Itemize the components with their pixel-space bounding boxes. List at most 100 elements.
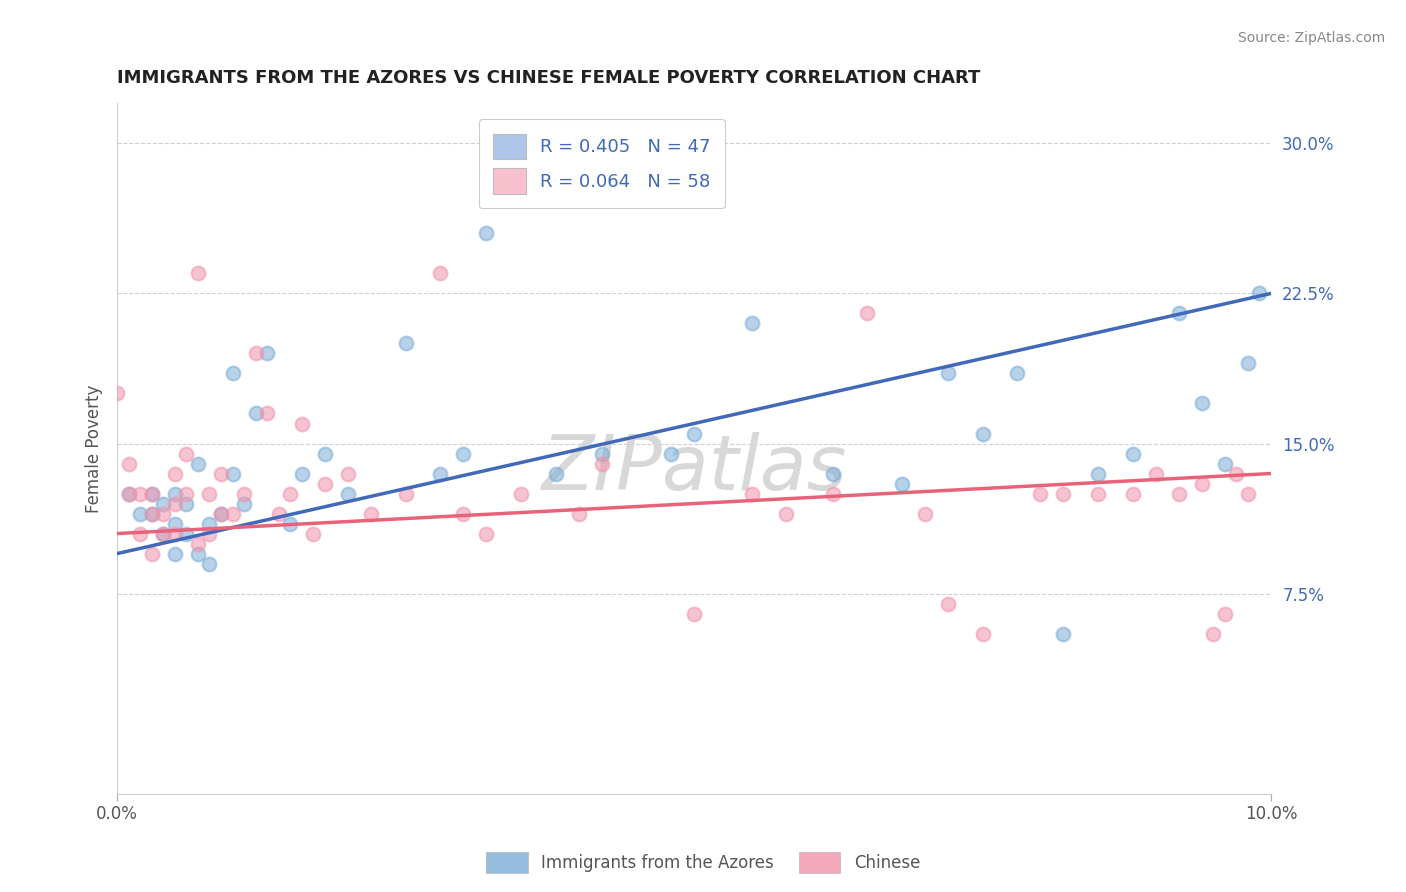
Point (176, 526, 198, 541)
Point (741, 317, 763, 331)
Point (152, 507, 174, 521)
Point (510, 486, 533, 500)
Point (141, 486, 163, 500)
Point (256, 346, 278, 360)
Point (187, 267, 209, 281)
Point (129, 526, 152, 541)
Point (209, 467, 232, 481)
Point (291, 467, 314, 481)
Point (221, 507, 243, 521)
Point (291, 417, 314, 431)
Point (429, 467, 451, 481)
Point (821, 486, 844, 500)
Point (1029, 486, 1052, 500)
Point (914, 507, 936, 521)
Point (1122, 446, 1144, 460)
Point (176, 497, 198, 511)
Text: ZIPatlas: ZIPatlas (541, 433, 846, 507)
Point (141, 507, 163, 521)
Point (152, 497, 174, 511)
Point (591, 446, 613, 460)
Point (198, 516, 221, 531)
Point (936, 597, 959, 611)
Point (245, 346, 267, 360)
Point (129, 507, 152, 521)
Legend: Immigrants from the Azores, Chinese: Immigrants from the Azores, Chinese (479, 846, 927, 880)
Point (453, 446, 475, 460)
Point (198, 486, 221, 500)
Point (198, 557, 221, 571)
Point (475, 526, 498, 541)
Point (683, 607, 706, 621)
Point (1202, 626, 1225, 640)
Point (1052, 626, 1074, 640)
Point (187, 536, 209, 550)
Point (187, 457, 209, 471)
Point (163, 547, 186, 561)
Point (1167, 486, 1189, 500)
Point (568, 507, 591, 521)
Point (1213, 457, 1236, 471)
Point (1191, 476, 1213, 491)
Point (1144, 467, 1167, 481)
Point (659, 446, 682, 460)
Point (1122, 486, 1144, 500)
Point (163, 467, 186, 481)
Point (972, 626, 994, 640)
Point (129, 486, 152, 500)
Legend: R = 0.405   N = 47, R = 0.064   N = 58: R = 0.405 N = 47, R = 0.064 N = 58 (478, 120, 725, 209)
Point (775, 507, 797, 521)
Point (336, 467, 359, 481)
Y-axis label: Female Poverty: Female Poverty (86, 384, 103, 513)
Point (972, 426, 994, 441)
Point (163, 526, 186, 541)
Point (336, 486, 359, 500)
Point (683, 426, 706, 441)
Point (209, 507, 232, 521)
Point (314, 476, 336, 491)
Point (141, 547, 163, 561)
Point (856, 306, 879, 320)
Point (245, 407, 267, 421)
Point (118, 457, 141, 471)
Point (141, 507, 163, 521)
Point (1191, 396, 1213, 410)
Point (1087, 486, 1109, 500)
Point (1237, 356, 1260, 370)
Point (821, 467, 844, 481)
Point (1225, 467, 1247, 481)
Point (256, 407, 278, 421)
Point (936, 367, 959, 381)
Point (741, 486, 763, 500)
Point (198, 526, 221, 541)
Point (429, 267, 451, 281)
Point (1052, 486, 1074, 500)
Point (118, 486, 141, 500)
Point (176, 446, 198, 460)
Point (221, 467, 243, 481)
Point (1087, 467, 1109, 481)
Point (544, 467, 567, 481)
Point (163, 516, 186, 531)
Point (453, 507, 475, 521)
Point (209, 507, 232, 521)
Point (1237, 486, 1260, 500)
Point (591, 457, 613, 471)
Point (187, 547, 209, 561)
Point (302, 526, 325, 541)
Point (278, 486, 301, 500)
Point (890, 476, 912, 491)
Point (163, 497, 186, 511)
Point (1213, 607, 1236, 621)
Point (105, 386, 128, 401)
Point (1249, 286, 1271, 301)
Point (1167, 306, 1189, 320)
Point (221, 367, 243, 381)
Text: Source: ZipAtlas.com: Source: ZipAtlas.com (1237, 31, 1385, 45)
Point (176, 486, 198, 500)
Point (141, 486, 163, 500)
Point (1005, 367, 1028, 381)
Point (278, 516, 301, 531)
Point (152, 526, 174, 541)
Point (152, 526, 174, 541)
